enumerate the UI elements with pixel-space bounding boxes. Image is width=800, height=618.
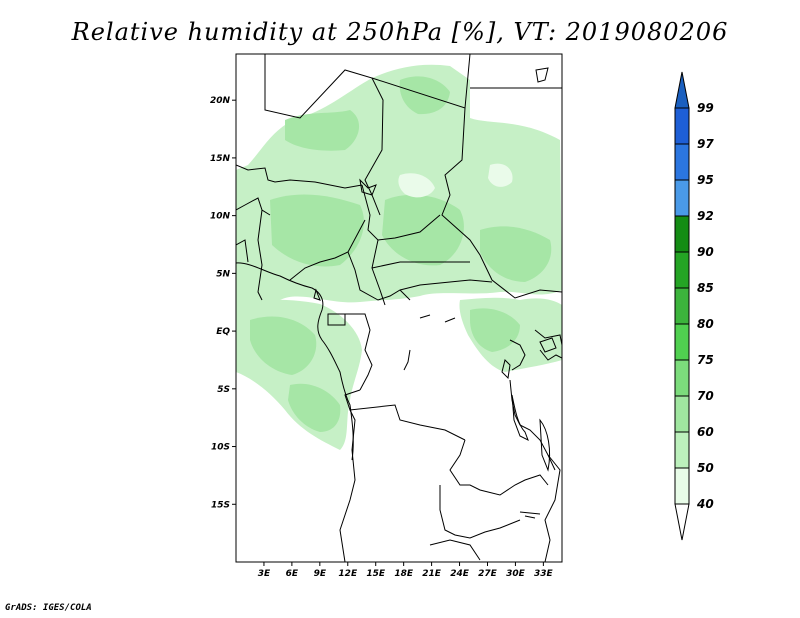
colorbar-label-90: 90 — [697, 245, 714, 259]
lon-label-27e: 27E — [478, 569, 498, 579]
lon-label-15e: 15E — [366, 569, 386, 579]
colorbar-label-60: 60 — [697, 425, 714, 439]
colorbar-segment-60 — [674, 431, 690, 469]
colorbar-segment-97 — [674, 143, 690, 181]
colorbar: 99 97 95 92 90 85 80 75 70 60 50 40 — [674, 71, 714, 541]
colorbar-label-97: 97 — [697, 137, 714, 151]
lat-label-20n: 20N — [210, 96, 231, 106]
lon-label-18e: 18E — [394, 569, 414, 579]
latitude-axis: 20N 15N 10N 5N EQ 5S 10S 15S — [210, 96, 236, 510]
colorbar-label-40: 40 — [696, 497, 714, 511]
colorbar-label-75: 75 — [697, 353, 714, 367]
colorbar-bottom-arrow — [674, 503, 690, 541]
lat-label-10s: 10S — [211, 443, 230, 453]
colorbar-label-50: 50 — [697, 461, 714, 475]
colorbar-top-arrow — [674, 71, 690, 109]
colorbar-label-92: 92 — [697, 209, 714, 223]
map-frame — [235, 53, 563, 563]
humidity-patch-7 — [470, 308, 520, 352]
humidity-patch-6 — [288, 383, 341, 432]
chart-title: Relative humidity at 250hPa [%], VT: 201… — [71, 18, 729, 46]
colorbar-segment-99 — [674, 107, 690, 145]
lat-label-10n: 10N — [210, 212, 231, 222]
colorbar-segment-40 — [674, 467, 690, 505]
lon-label-30e: 30E — [506, 569, 526, 579]
lat-label-5n: 5N — [216, 269, 230, 279]
humidity-gap-2 — [488, 163, 513, 187]
lat-label-eq: EQ — [216, 327, 230, 337]
humidity-shading — [236, 64, 562, 450]
lat-label-15n: 15N — [210, 154, 231, 164]
colorbar-segment-95 — [674, 179, 690, 217]
colorbar-label-99: 99 — [697, 101, 714, 115]
lat-label-5s: 5S — [217, 385, 230, 395]
colorbar-label-95: 95 — [697, 173, 714, 187]
colorbar-label-85: 85 — [697, 281, 714, 295]
humidity-patch-5 — [250, 316, 317, 375]
colorbar-segment-70 — [674, 395, 690, 433]
lon-label-6e: 6E — [286, 569, 299, 579]
humidity-patch-4 — [480, 226, 552, 282]
colorbar-label-70: 70 — [697, 389, 714, 403]
lon-label-33e: 33E — [534, 569, 554, 579]
humidity-gap-1 — [398, 173, 435, 198]
lat-label-15s: 15S — [211, 500, 230, 510]
country-borders — [236, 54, 562, 562]
colorbar-segment-90 — [674, 251, 690, 289]
coastlines-lakes — [236, 67, 557, 519]
colorbar-segment-80 — [674, 323, 690, 361]
lon-label-12e: 12E — [338, 569, 358, 579]
lon-label-21e: 21E — [422, 569, 442, 579]
grads-credit: GrADS: IGES/COLA — [5, 603, 92, 613]
colorbar-segment-92 — [674, 215, 690, 253]
lon-label-9e: 9E — [314, 569, 327, 579]
humidity-patch-2 — [270, 194, 364, 267]
colorbar-segment-75 — [674, 359, 690, 397]
longitude-axis: 3E 6E 9E 12E 15E 18E 21E 24E 27E 30E 33E — [258, 562, 554, 579]
lon-label-3e: 3E — [258, 569, 271, 579]
humidity-patch-1 — [285, 110, 360, 151]
colorbar-label-80: 80 — [697, 317, 714, 331]
lon-label-24e: 24E — [450, 569, 470, 579]
colorbar-segment-85 — [674, 287, 690, 325]
